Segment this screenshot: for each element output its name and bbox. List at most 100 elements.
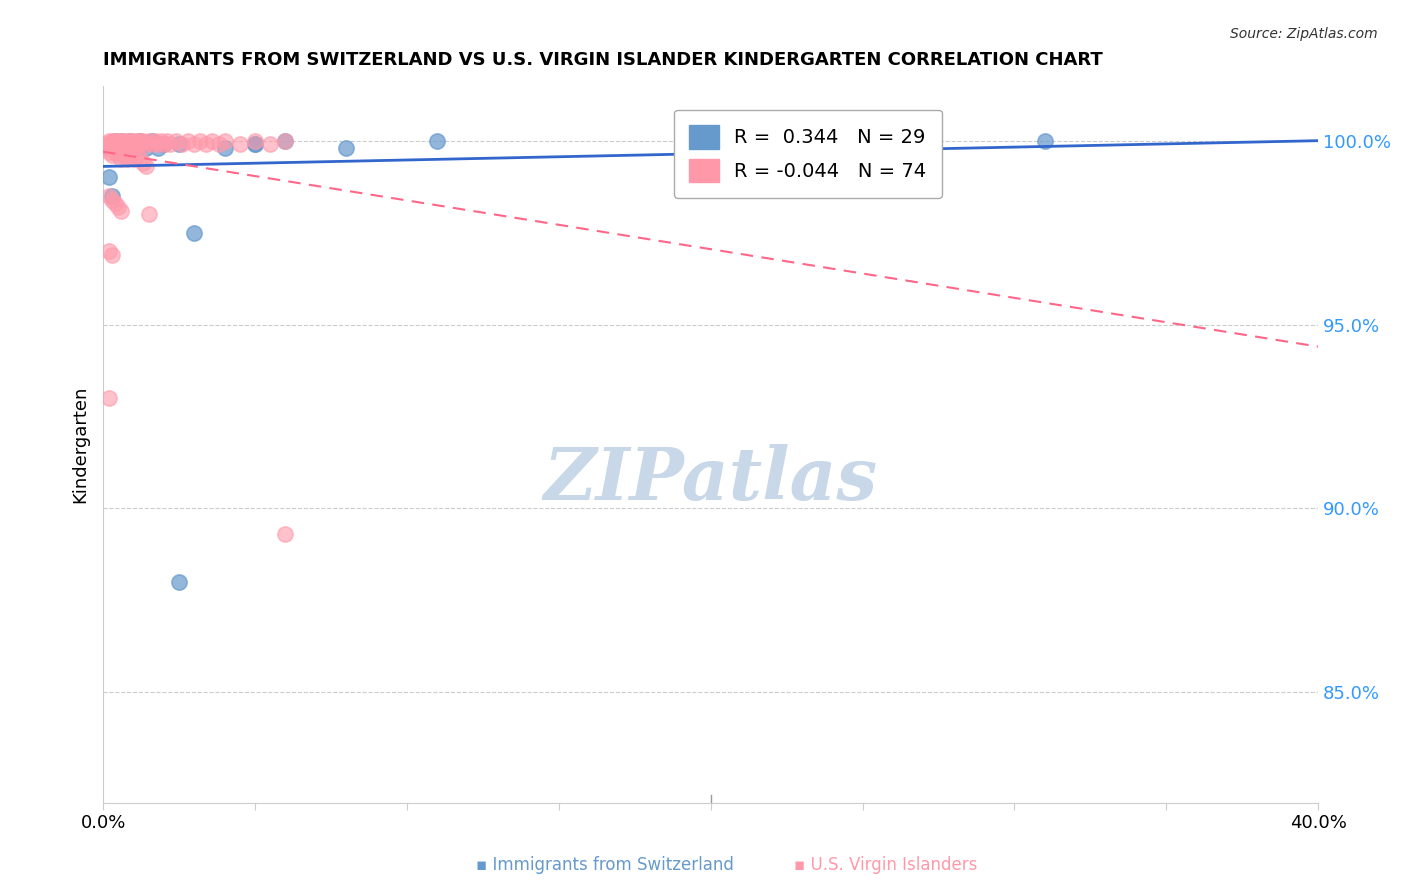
Point [125, 148, 148, 162]
Point [135, 137, 157, 152]
Point [128, 134, 150, 148]
Point [135, 160, 157, 174]
Point [104, 196, 127, 211]
Point [110, 134, 132, 148]
Text: ▪ U.S. Virgin Islanders: ▪ U.S. Virgin Islanders [794, 856, 977, 874]
Point [131, 134, 153, 148]
Point [107, 137, 129, 152]
Point [125, 137, 148, 152]
Point [112, 148, 135, 162]
Point [107, 141, 129, 155]
Point [165, 134, 187, 148]
Point [128, 152, 150, 166]
Point [112, 134, 135, 148]
Point [335, 141, 357, 155]
Point [122, 141, 145, 155]
Text: Source: ZipAtlas.com: Source: ZipAtlas.com [1230, 27, 1378, 41]
Point [167, 137, 190, 152]
Point [229, 137, 252, 152]
Point [117, 134, 139, 148]
Point [101, 141, 124, 155]
Point [98, 137, 121, 152]
Point [188, 134, 211, 148]
Point [195, 137, 218, 152]
Point [128, 137, 150, 152]
Point [120, 137, 142, 152]
Legend: R =  0.344   N = 29, R = -0.044   N = 74: R = 0.344 N = 29, R = -0.044 N = 74 [673, 110, 942, 198]
Point [851, 134, 873, 148]
Point [172, 137, 194, 152]
Point [96, 141, 118, 155]
Text: IMMIGRANTS FROM SWITZERLAND VS U.S. VIRGIN ISLANDER KINDERGARTEN CORRELATION CHA: IMMIGRANTS FROM SWITZERLAND VS U.S. VIRG… [103, 51, 1102, 69]
Point [138, 207, 160, 221]
Point [153, 137, 176, 152]
Point [183, 226, 205, 240]
Point [274, 134, 297, 148]
Point [125, 137, 148, 152]
Point [101, 148, 124, 162]
Point [259, 137, 281, 152]
Point [104, 145, 127, 159]
Point [98, 391, 121, 405]
Point [141, 134, 163, 148]
Point [98, 134, 121, 148]
Point [167, 574, 190, 589]
Point [117, 137, 139, 152]
Point [149, 134, 172, 148]
Point [98, 145, 121, 159]
Point [110, 134, 132, 148]
Point [98, 189, 121, 203]
Point [112, 141, 135, 155]
Point [104, 141, 127, 155]
Point [110, 137, 132, 152]
Point [131, 155, 153, 169]
Point [122, 137, 145, 152]
Point [120, 148, 142, 162]
Point [117, 137, 139, 152]
Point [274, 527, 297, 541]
Point [112, 137, 135, 152]
Point [122, 134, 145, 148]
Point [274, 134, 297, 148]
Point [146, 137, 169, 152]
Point [98, 244, 121, 258]
Point [201, 134, 224, 148]
Point [110, 141, 132, 155]
Point [122, 152, 145, 166]
Point [177, 134, 200, 148]
Point [107, 137, 129, 152]
Point [104, 137, 127, 152]
Point [214, 141, 236, 155]
Y-axis label: Kindergarten: Kindergarten [72, 385, 89, 503]
Point [153, 137, 176, 152]
Point [96, 137, 118, 152]
Point [143, 134, 166, 148]
Point [183, 137, 205, 152]
Point [104, 134, 127, 148]
Point [125, 134, 148, 148]
Point [1033, 134, 1056, 148]
Point [146, 141, 169, 155]
Point [159, 137, 181, 152]
Point [101, 137, 124, 152]
Point [243, 137, 266, 152]
Point [120, 134, 142, 148]
Text: ▪ Immigrants from Switzerland: ▪ Immigrants from Switzerland [475, 856, 734, 874]
Point [101, 248, 124, 262]
Point [138, 134, 160, 148]
Point [135, 141, 157, 155]
Point [110, 203, 132, 218]
Point [110, 152, 132, 166]
Point [207, 137, 229, 152]
Point [426, 134, 449, 148]
Point [156, 134, 179, 148]
Point [120, 134, 142, 148]
Point [98, 170, 121, 185]
Point [243, 134, 266, 148]
Point [107, 200, 129, 214]
Point [101, 193, 124, 207]
Point [117, 152, 139, 166]
Point [98, 141, 121, 155]
Point [101, 137, 124, 152]
Point [141, 137, 163, 152]
